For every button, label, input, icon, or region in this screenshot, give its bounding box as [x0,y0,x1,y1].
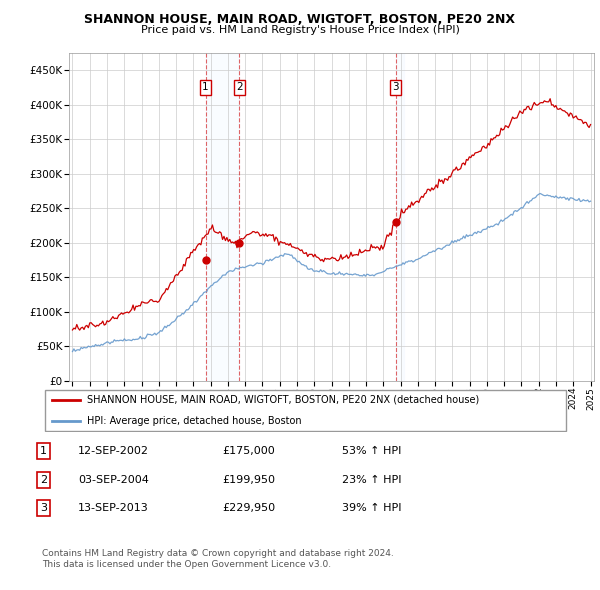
FancyBboxPatch shape [44,390,566,431]
Text: 2: 2 [236,83,243,93]
Text: 53% ↑ HPI: 53% ↑ HPI [342,447,401,456]
Text: 2: 2 [40,475,47,484]
Text: Contains HM Land Registry data © Crown copyright and database right 2024.: Contains HM Land Registry data © Crown c… [42,549,394,558]
Text: SHANNON HOUSE, MAIN ROAD, WIGTOFT, BOSTON, PE20 2NX: SHANNON HOUSE, MAIN ROAD, WIGTOFT, BOSTO… [85,13,515,26]
Bar [395,53,404,381]
Text: £199,950: £199,950 [222,475,275,484]
Text: 03-SEP-2004: 03-SEP-2004 [78,475,149,484]
Text: Price paid vs. HM Land Registry's House Price Index (HPI): Price paid vs. HM Land Registry's House … [140,25,460,35]
Text: 13-SEP-2013: 13-SEP-2013 [78,503,149,513]
Text: 3: 3 [40,503,47,513]
Text: 1: 1 [40,447,47,456]
Text: £175,000: £175,000 [222,447,275,456]
Text: 39% ↑ HPI: 39% ↑ HPI [342,503,401,513]
Text: SHANNON HOUSE, MAIN ROAD, WIGTOFT, BOSTON, PE20 2NX (detached house): SHANNON HOUSE, MAIN ROAD, WIGTOFT, BOSTO… [87,395,479,405]
Text: 1: 1 [202,83,209,93]
Text: 12-SEP-2002: 12-SEP-2002 [78,447,149,456]
Text: This data is licensed under the Open Government Licence v3.0.: This data is licensed under the Open Gov… [42,560,331,569]
Bar [206,53,239,381]
Text: 23% ↑ HPI: 23% ↑ HPI [342,475,401,484]
Text: HPI: Average price, detached house, Boston: HPI: Average price, detached house, Bost… [87,416,302,426]
Text: 3: 3 [392,83,399,93]
Text: £229,950: £229,950 [222,503,275,513]
